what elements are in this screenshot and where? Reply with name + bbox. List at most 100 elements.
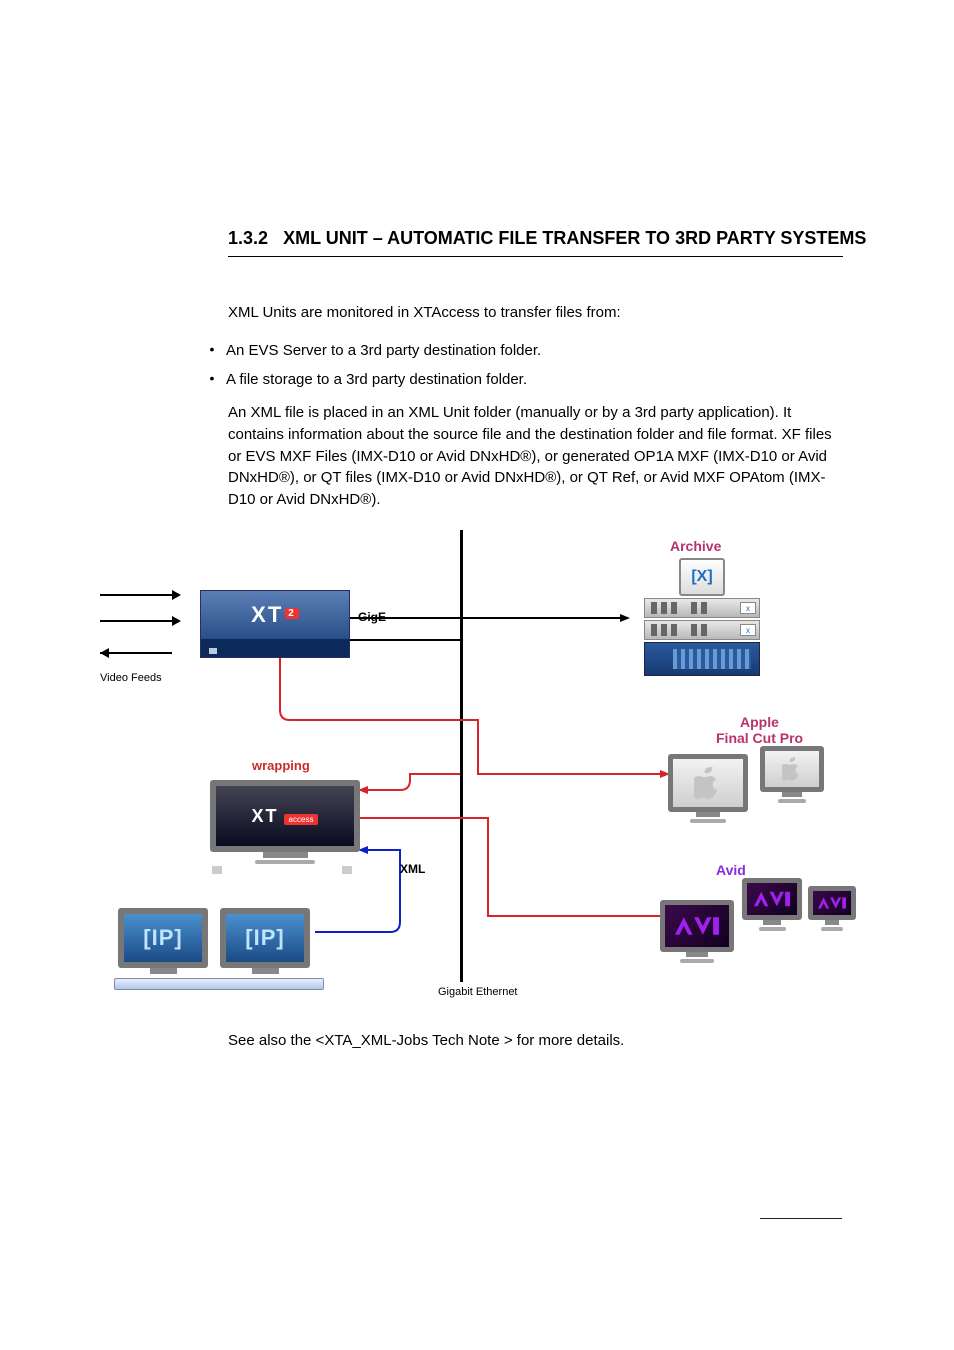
monitor-stand-icon: [263, 852, 308, 858]
workflow-diagram: Video Feeds XT2 GigE Gigabit Ethernet: [100, 530, 850, 1000]
monitor-foot-icon: [821, 927, 843, 931]
arrow-right-icon: [172, 590, 181, 600]
wrapping-label: wrapping: [252, 758, 310, 773]
port-icon: [342, 866, 352, 874]
storage-grid-icon: [673, 649, 751, 669]
ipdirector-station: [IP]: [220, 908, 310, 974]
section-heading: 1.3.2 XML UNIT – AUTOMATIC FILE TRANSFER…: [228, 228, 866, 249]
xta-badge: access: [284, 814, 319, 825]
bullet-list: • An EVS Server to a 3rd party destinati…: [198, 340, 843, 398]
brand-badge-icon: x: [740, 624, 756, 636]
drive-slot-icon: [701, 602, 707, 614]
keyboard-icon: [114, 978, 324, 990]
xt2-body: XT2: [201, 591, 349, 639]
xt2-base: [201, 639, 349, 657]
intro-text: XML Units are monitored in XTAccess to t…: [228, 302, 843, 323]
bullet-text: An EVS Server to a 3rd party destination…: [226, 340, 843, 361]
arrow-right-icon: [172, 616, 181, 626]
arrow-left-icon: [100, 648, 109, 658]
port-icon: [209, 648, 217, 654]
bullet-dot-icon: •: [198, 369, 226, 390]
ipd-screen: [IP]: [220, 908, 310, 968]
bullet-text: A file storage to a 3rd party destinatio…: [226, 369, 843, 390]
monitor-stand-icon: [782, 792, 801, 797]
video-feed-arrow: [100, 620, 172, 622]
xtaccess-logo-text: XT access: [252, 806, 319, 827]
avid-logo-icon: [675, 916, 719, 936]
bullet-dot-icon: •: [198, 340, 226, 361]
monitor-stand-icon: [696, 812, 720, 817]
avid-logo-icon: [818, 897, 846, 909]
bullet-item: • A file storage to a 3rd party destinat…: [198, 369, 843, 390]
avid-logo-icon: [754, 891, 790, 907]
drive-slot-icon: [651, 602, 657, 614]
monitor-stand-icon: [686, 952, 708, 957]
ipd-logo-text: [IP]: [245, 925, 284, 951]
monitor-screen: [668, 754, 748, 812]
drive-slot-icon: [661, 624, 667, 636]
video-feed-arrow: [100, 652, 172, 654]
monitor-foot-icon: [759, 927, 786, 931]
video-feed-arrow: [100, 594, 172, 596]
ipdirector-station: [IP]: [118, 908, 208, 974]
xtaccess-screen: XT access: [210, 780, 360, 852]
port-icon: [212, 866, 222, 874]
ethernet-bus-vertical: [460, 530, 463, 982]
avid-group: [660, 878, 855, 978]
ipd-screen: [IP]: [118, 908, 208, 968]
monitor-screen: [660, 900, 734, 952]
avid-title: Avid: [716, 862, 746, 878]
video-feeds-label: Video Feeds: [100, 672, 162, 684]
section-title: XML UNIT – AUTOMATIC FILE TRANSFER TO 3R…: [283, 228, 866, 248]
xt2-logo-main: XT: [251, 602, 283, 627]
archive-title: Archive: [670, 538, 721, 554]
page: 1.3.2 XML UNIT – AUTOMATIC FILE TRANSFER…: [0, 0, 954, 1350]
xtaccess-workstation: XT access: [210, 780, 360, 864]
rack-server-icon: x: [644, 620, 760, 640]
drive-slot-icon: [651, 624, 657, 636]
monitor-screen: [760, 746, 824, 792]
drive-slot-icon: [661, 602, 667, 614]
body-paragraph: An XML file is placed in an XML Unit fol…: [228, 402, 843, 511]
drive-slot-icon: [671, 624, 677, 636]
apple-logo-icon: [694, 767, 722, 799]
monitor-foot-icon: [680, 959, 713, 963]
monitor-screen: [742, 878, 802, 920]
drive-slot-icon: [671, 602, 677, 614]
heading-rule: [228, 256, 843, 257]
brand-badge-icon: x: [740, 602, 756, 614]
apple-logo-icon: [782, 757, 802, 781]
apple-group: [668, 746, 843, 836]
drive-slot-icon: [701, 624, 707, 636]
apple-monitor: [760, 746, 824, 803]
xt2-server: XT2: [200, 590, 350, 658]
monitor-stand-icon: [252, 968, 279, 974]
see-also-paragraph: See also the <XTA_XML-Jobs Tech Note > f…: [228, 1030, 843, 1052]
monitor-stand-icon: [150, 968, 177, 974]
xta-main: XT: [252, 806, 279, 826]
xt2-logo-sup: 2: [285, 608, 299, 619]
x-brand-icon: [X]: [691, 568, 712, 586]
xt2-logo-text: XT2: [251, 602, 299, 628]
bullet-item: • An EVS Server to a 3rd party destinati…: [198, 340, 843, 361]
monitor-stand-icon: [825, 920, 839, 925]
apple-monitor: [668, 754, 748, 823]
drive-slot-icon: [691, 602, 697, 614]
gigabit-label: Gigabit Ethernet: [438, 986, 518, 998]
apple-title: Apple: [740, 714, 779, 730]
footer-rule: [760, 1218, 842, 1219]
ipd-logo-text: [IP]: [143, 925, 182, 951]
monitor-stand-icon: [763, 920, 781, 925]
avid-monitor: [808, 886, 856, 931]
avid-monitor: [660, 900, 734, 963]
archive-rack: [X] x x: [644, 558, 760, 676]
monitor-foot-icon: [690, 819, 726, 823]
monitor-foot-icon: [778, 799, 807, 803]
xml-label: XML: [400, 862, 425, 876]
drive-slot-icon: [691, 624, 697, 636]
avid-monitor: [742, 878, 802, 931]
archive-monitor-icon: [X]: [679, 558, 725, 596]
monitor-foot-icon: [255, 860, 315, 864]
gige-label: GigE: [358, 610, 386, 624]
section-number: 1.3.2: [228, 228, 268, 248]
